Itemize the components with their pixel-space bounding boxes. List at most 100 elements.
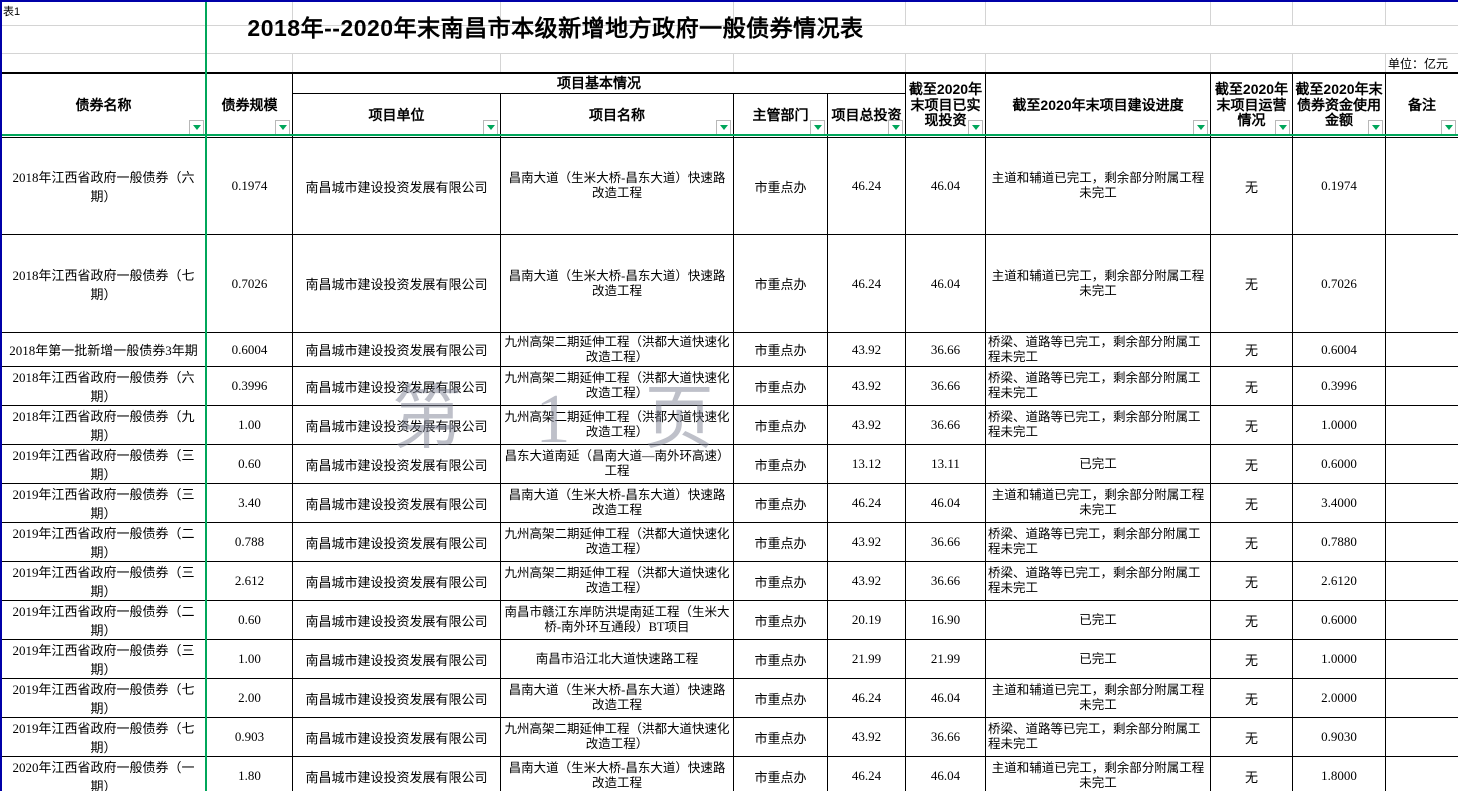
filter-button[interactable] [888,120,903,135]
used-amount-cell[interactable]: 0.6004 [1292,332,1386,367]
bond-name-cell[interactable]: 2019年江西省政府一般债券（二期） [0,522,207,562]
bond-scale-cell[interactable]: 0.7026 [206,234,293,333]
header-project-group[interactable]: 项目基本情况 [292,72,906,94]
remark-cell[interactable] [1385,522,1458,562]
filter-button[interactable] [1193,120,1208,135]
realized-investment-cell[interactable]: 21.99 [905,639,986,679]
operation-cell[interactable]: 无 [1210,444,1293,484]
project-name-cell[interactable]: 昌南大道（生米大桥-昌东大道）快速路改造工程 [500,483,734,523]
bond-scale-cell[interactable]: 2.612 [206,561,293,601]
remark-cell[interactable] [1385,366,1458,406]
header-progress[interactable]: 截至2020年末项目建设进度 [985,72,1211,138]
department-cell[interactable]: 市重点办 [733,366,828,406]
remark-cell[interactable] [1385,756,1458,791]
used-amount-cell[interactable]: 0.6000 [1292,600,1386,640]
bond-name-cell[interactable]: 2018年江西省政府一般债券（六期） [0,137,207,235]
header-bond-name[interactable]: 债券名称 [0,72,207,138]
project-unit-cell[interactable]: 南昌城市建设投资发展有限公司 [292,639,501,679]
used-amount-cell[interactable]: 2.6120 [1292,561,1386,601]
header-project-name[interactable]: 项目名称 [500,93,734,138]
realized-investment-cell[interactable]: 36.66 [905,522,986,562]
bond-name-cell[interactable]: 2019年江西省政府一般债券（三期） [0,483,207,523]
project-unit-cell[interactable]: 南昌城市建设投资发展有限公司 [292,678,501,718]
bond-scale-cell[interactable]: 1.00 [206,639,293,679]
project-unit-cell[interactable]: 南昌城市建设投资发展有限公司 [292,717,501,757]
bond-scale-cell[interactable]: 0.903 [206,717,293,757]
department-cell[interactable]: 市重点办 [733,522,828,562]
used-amount-cell[interactable]: 0.7880 [1292,522,1386,562]
realized-investment-cell[interactable]: 46.04 [905,483,986,523]
used-amount-cell[interactable]: 0.1974 [1292,137,1386,235]
project-name-cell[interactable]: 南昌市赣江东岸防洪堤南延工程（生米大桥-南外环互通段）BT项目 [500,600,734,640]
progress-cell[interactable]: 桥梁、道路等已完工，剩余部分附属工程未完工 [985,405,1211,445]
progress-cell[interactable]: 主道和辅道已完工，剩余部分附属工程未完工 [985,756,1211,791]
progress-cell[interactable]: 桥梁、道路等已完工，剩余部分附属工程未完工 [985,366,1211,406]
remark-cell[interactable] [1385,234,1458,333]
realized-investment-cell[interactable]: 36.66 [905,717,986,757]
project-name-cell[interactable]: 九州高架二期延伸工程（洪都大道快速化改造工程） [500,405,734,445]
realized-investment-cell[interactable]: 36.66 [905,405,986,445]
total-investment-cell[interactable]: 20.19 [827,600,906,640]
header-total-investment[interactable]: 项目总投资 [827,93,906,138]
project-unit-cell[interactable]: 南昌城市建设投资发展有限公司 [292,234,501,333]
project-unit-cell[interactable]: 南昌城市建设投资发展有限公司 [292,522,501,562]
remark-cell[interactable] [1385,405,1458,445]
filter-button[interactable] [275,120,290,135]
project-name-cell[interactable]: 南昌市沿江北大道快速路工程 [500,639,734,679]
bond-scale-cell[interactable]: 0.1974 [206,137,293,235]
total-investment-cell[interactable]: 13.12 [827,444,906,484]
bond-name-cell[interactable]: 2019年江西省政府一般债券（二期） [0,600,207,640]
filter-button[interactable] [716,120,731,135]
bond-name-cell[interactable]: 2019年江西省政府一般债券（三期） [0,639,207,679]
filter-button[interactable] [1275,120,1290,135]
department-cell[interactable]: 市重点办 [733,600,828,640]
total-investment-cell[interactable]: 46.24 [827,234,906,333]
project-name-cell[interactable]: 九州高架二期延伸工程（洪都大道快速化改造工程） [500,717,734,757]
operation-cell[interactable]: 无 [1210,717,1293,757]
remark-cell[interactable] [1385,639,1458,679]
department-cell[interactable]: 市重点办 [733,444,828,484]
filter-button[interactable] [189,120,204,135]
bond-scale-cell[interactable]: 3.40 [206,483,293,523]
department-cell[interactable]: 市重点办 [733,405,828,445]
project-name-cell[interactable]: 昌东大道南延（昌南大道—南外环高速）工程 [500,444,734,484]
operation-cell[interactable]: 无 [1210,366,1293,406]
bond-name-cell[interactable]: 2019年江西省政府一般债券（七期） [0,678,207,718]
bond-scale-cell[interactable]: 1.00 [206,405,293,445]
project-name-cell[interactable]: 九州高架二期延伸工程（洪都大道快速化改造工程） [500,522,734,562]
header-project-unit[interactable]: 项目单位 [292,93,501,138]
bond-name-cell[interactable]: 2019年江西省政府一般债券（三期） [0,444,207,484]
remark-cell[interactable] [1385,137,1458,235]
realized-investment-cell[interactable]: 46.04 [905,137,986,235]
operation-cell[interactable]: 无 [1210,332,1293,367]
operation-cell[interactable]: 无 [1210,522,1293,562]
bond-name-cell[interactable]: 2018年江西省政府一般债券（六期） [0,366,207,406]
used-amount-cell[interactable]: 3.4000 [1292,483,1386,523]
used-amount-cell[interactable]: 1.8000 [1292,756,1386,791]
header-bond-scale[interactable]: 债券规模 [206,72,293,138]
total-investment-cell[interactable]: 46.24 [827,137,906,235]
bond-scale-cell[interactable]: 0.60 [206,600,293,640]
project-unit-cell[interactable]: 南昌城市建设投资发展有限公司 [292,561,501,601]
header-remarks[interactable]: 备注 [1385,72,1458,138]
total-investment-cell[interactable]: 43.92 [827,332,906,367]
bond-scale-cell[interactable]: 0.3996 [206,366,293,406]
realized-investment-cell[interactable]: 13.11 [905,444,986,484]
progress-cell[interactable]: 已完工 [985,600,1211,640]
operation-cell[interactable]: 无 [1210,678,1293,718]
operation-cell[interactable]: 无 [1210,405,1293,445]
used-amount-cell[interactable]: 0.3996 [1292,366,1386,406]
department-cell[interactable]: 市重点办 [733,137,828,235]
filter-button[interactable] [1441,120,1456,135]
project-unit-cell[interactable]: 南昌城市建设投资发展有限公司 [292,366,501,406]
progress-cell[interactable]: 桥梁、道路等已完工，剩余部分附属工程未完工 [985,522,1211,562]
project-unit-cell[interactable]: 南昌城市建设投资发展有限公司 [292,483,501,523]
project-unit-cell[interactable]: 南昌城市建设投资发展有限公司 [292,756,501,791]
filter-button[interactable] [810,120,825,135]
project-name-cell[interactable]: 昌南大道（生米大桥-昌东大道）快速路改造工程 [500,137,734,235]
project-unit-cell[interactable]: 南昌城市建设投资发展有限公司 [292,332,501,367]
total-investment-cell[interactable]: 21.99 [827,639,906,679]
bond-scale-cell[interactable]: 0.6004 [206,332,293,367]
header-realized-investment[interactable]: 截至2020年末项目已实现投资 [905,72,986,138]
progress-cell[interactable]: 主道和辅道已完工，剩余部分附属工程未完工 [985,483,1211,523]
